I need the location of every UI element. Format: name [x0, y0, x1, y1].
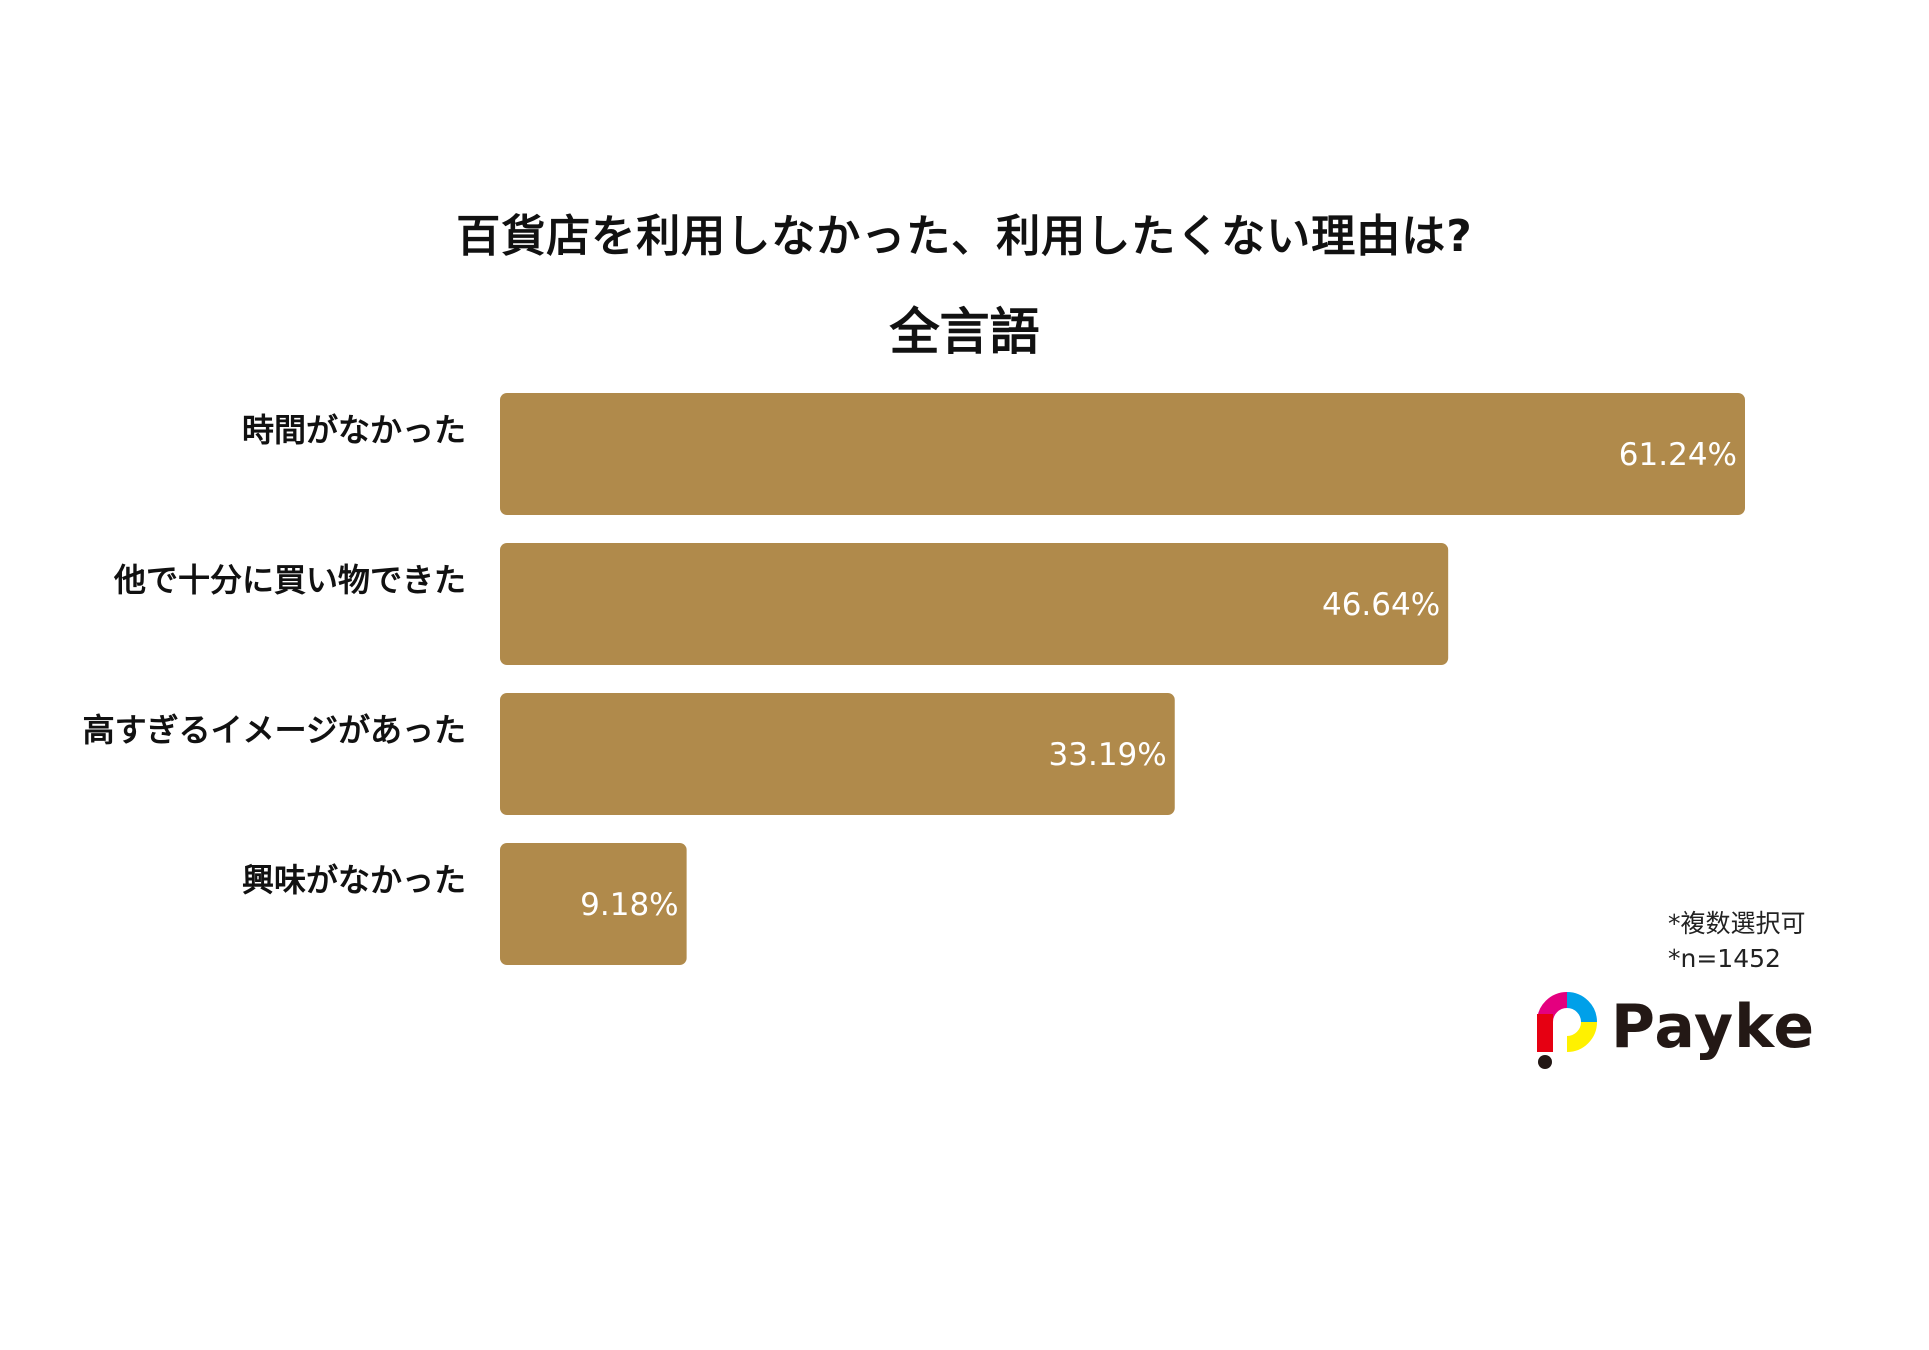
- bar-value-label: 33.19%: [1049, 737, 1167, 773]
- category-label: 時間がなかった: [242, 411, 466, 449]
- chart-subtitle: 全言語: [889, 303, 1040, 361]
- bar-value-label: 46.64%: [1322, 587, 1440, 623]
- bar-4: [500, 843, 687, 965]
- bar-value-label: 9.18%: [580, 887, 678, 923]
- sample-size-note: *n=1452: [1668, 944, 1781, 973]
- multi-select-note: *複数選択可: [1668, 909, 1806, 938]
- payke-logo-text: Payke: [1611, 992, 1816, 1062]
- category-label: 高すぎるイメージがあった: [83, 711, 466, 749]
- bar-3: [500, 693, 1175, 815]
- bar-1: [500, 393, 1745, 515]
- category-label: 興味がなかった: [242, 861, 466, 899]
- chart-notes: *複数選択可 *n=1452: [1668, 906, 1806, 976]
- bar-value-label: 61.24%: [1619, 437, 1737, 473]
- payke-logo: Payke: [1535, 992, 1815, 1072]
- chart-title: 百貨店を利用しなかった、利用したくない理由は?: [456, 211, 1473, 262]
- bar-2: [500, 543, 1449, 665]
- category-label: 他で十分に買い物できた: [113, 561, 466, 599]
- payke-logo-icon: [1537, 992, 1597, 1069]
